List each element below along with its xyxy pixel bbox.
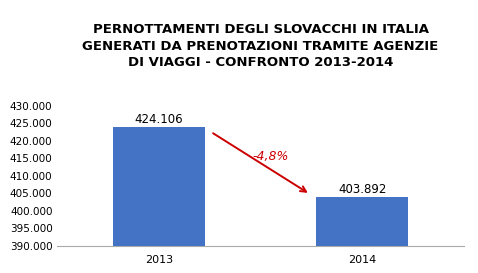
Text: 403.892: 403.892	[338, 183, 386, 197]
Bar	[316, 197, 408, 273]
Text: 424.106: 424.106	[135, 113, 183, 126]
Text: PERNOTTAMENTI DEGLI SLOVACCHI IN ITALIA
GENERATI DA PRENOTAZIONI TRAMITE AGENZIE: PERNOTTAMENTI DEGLI SLOVACCHI IN ITALIA …	[82, 23, 439, 69]
Text: -4,8%: -4,8%	[252, 150, 289, 163]
Bar	[113, 126, 205, 273]
